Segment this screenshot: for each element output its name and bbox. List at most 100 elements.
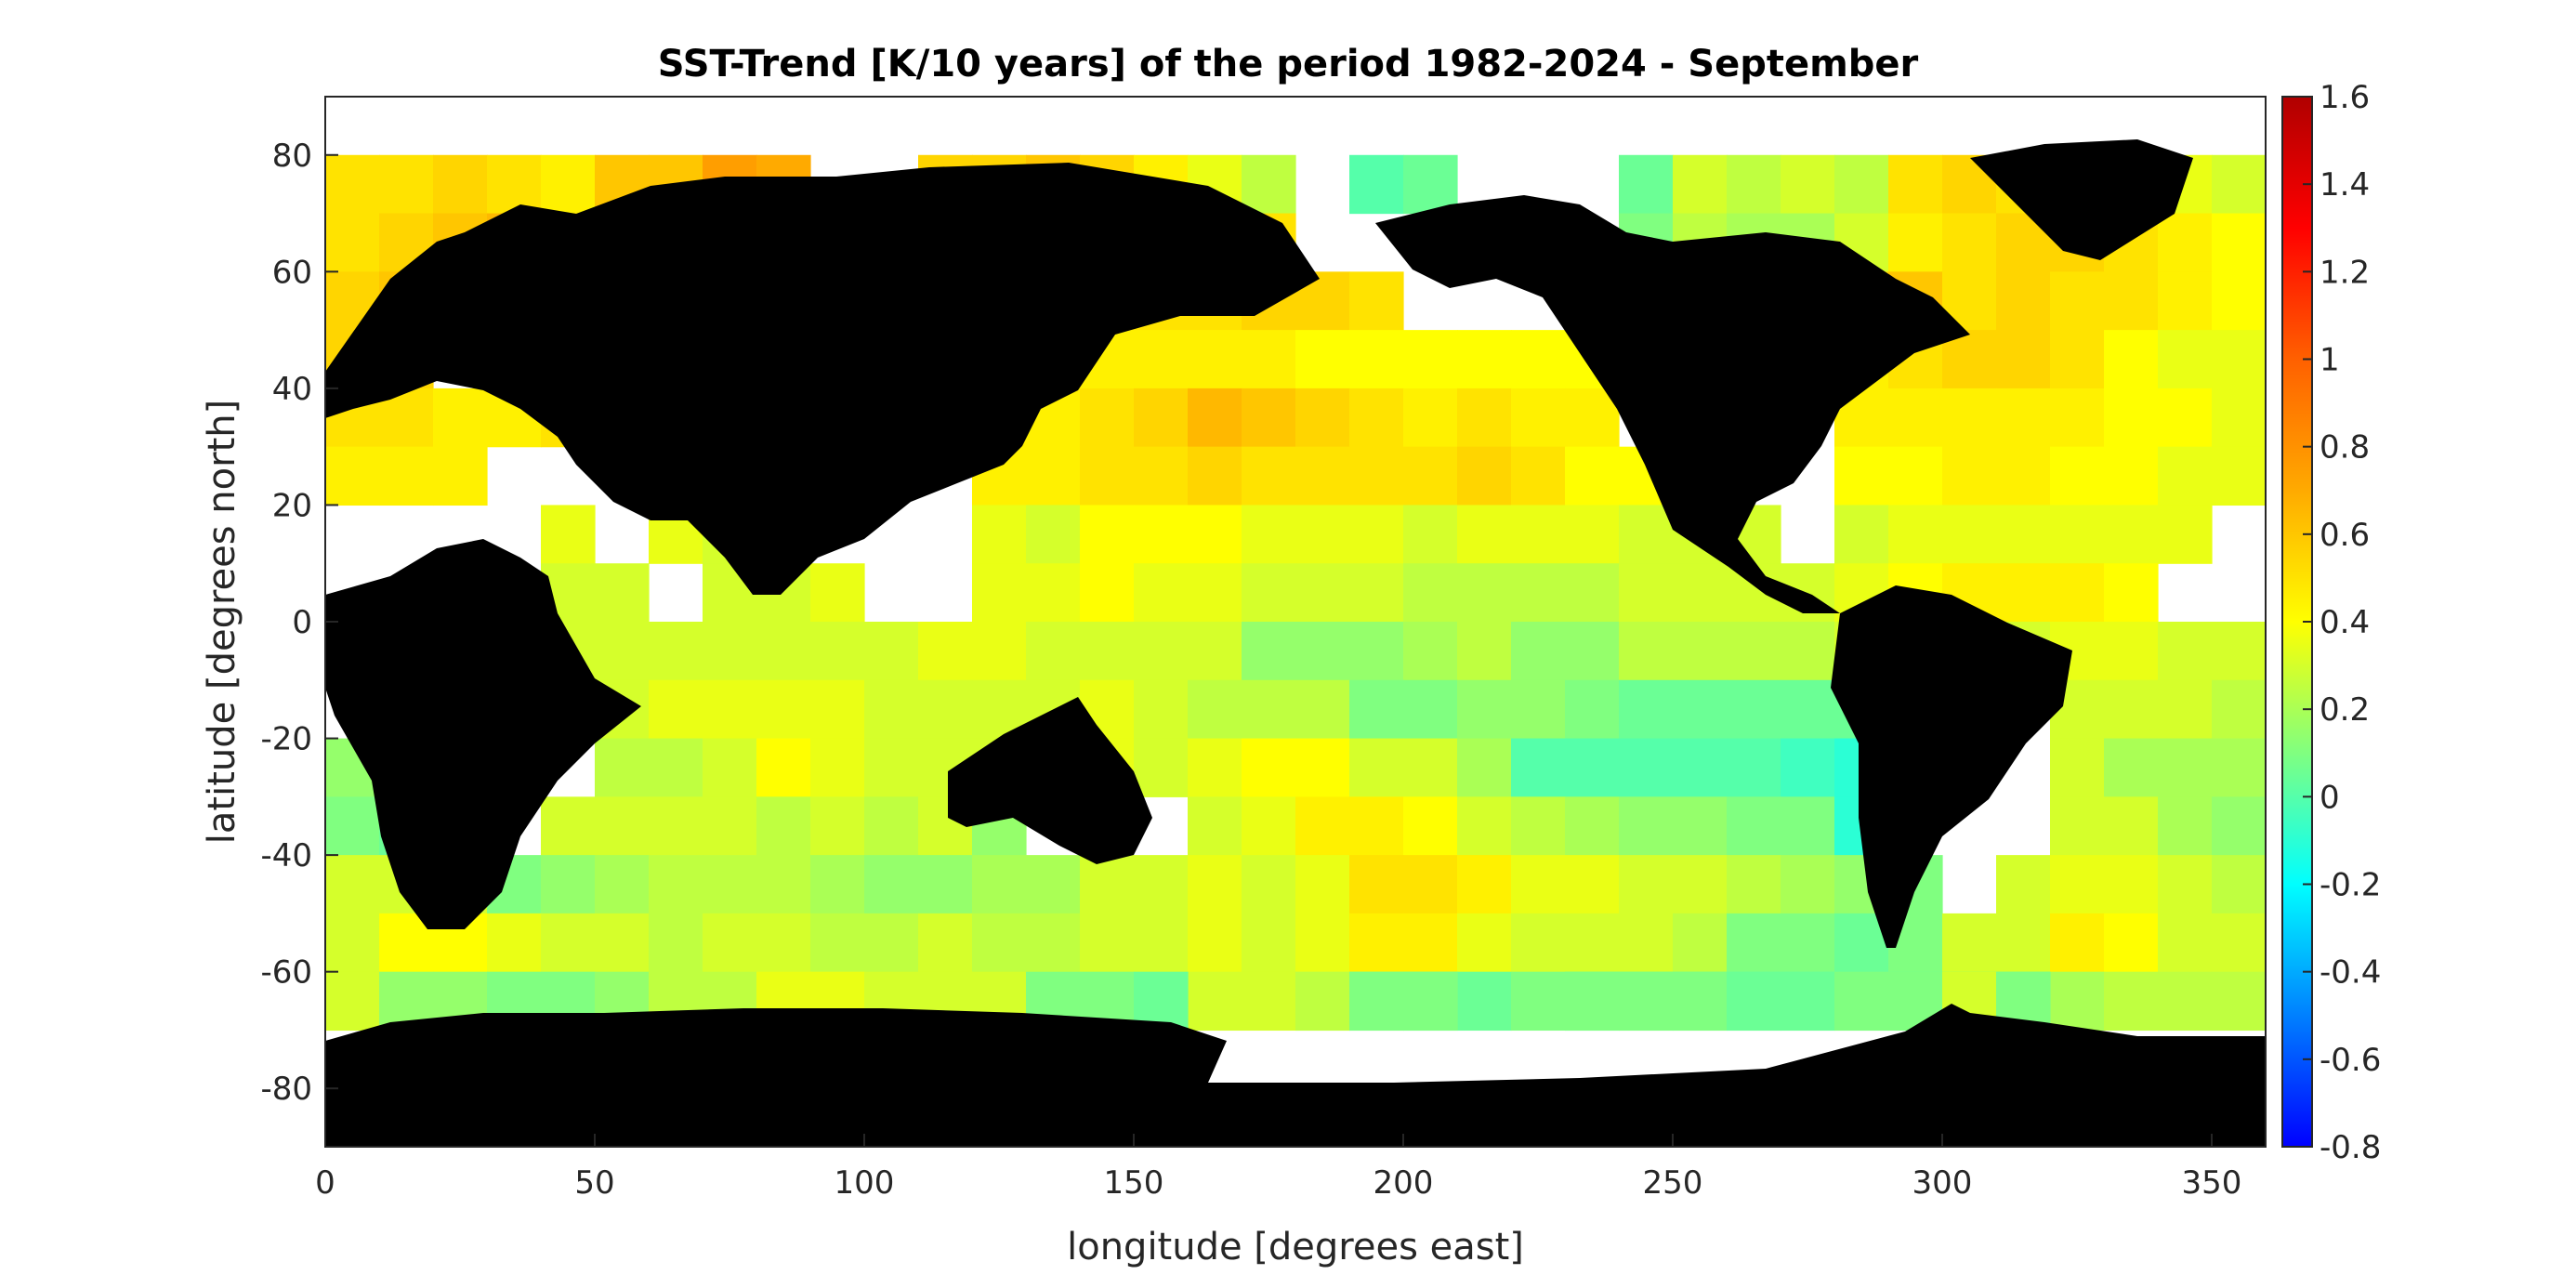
heatmap-cell <box>1242 388 1296 448</box>
heatmap-cell <box>1295 330 1350 389</box>
heatmap-cell <box>1565 446 1620 506</box>
heatmap-cell <box>1026 622 1081 681</box>
heatmap-cell <box>1457 738 1512 797</box>
y-axis-label: latitude [degrees north] <box>201 400 243 844</box>
heatmap-cell <box>1188 679 1242 740</box>
heatmap-cell <box>2212 154 2266 215</box>
heatmap-cell <box>1242 855 1296 914</box>
colorbar: 1.6 1.4 1.2 1 0.8 0.6 0.4 0.2 0 -0.2 -0.4 -0.6 -0.8 <box>2281 79 2381 1166</box>
heatmap-cell <box>1565 563 1620 623</box>
heatmap-cell <box>1188 563 1242 623</box>
x-axis: 0 50 100 150 200 250 300 350 <box>315 1134 2241 1202</box>
heatmap-cell <box>2050 738 2105 797</box>
heatmap-cell <box>325 154 380 215</box>
heatmap-cell <box>1673 971 1728 1032</box>
heatmap-cell <box>918 622 973 681</box>
x-tick-label: 300 <box>1912 1164 1973 1202</box>
heatmap-cell <box>1295 446 1350 506</box>
heatmap-cell <box>379 446 434 506</box>
heatmap-cell <box>703 913 757 973</box>
heatmap-cell <box>1781 855 1835 914</box>
heatmap-cell <box>1349 154 1404 215</box>
heatmap-cell <box>325 796 380 856</box>
heatmap-cell <box>1942 388 1997 448</box>
heatmap-cell <box>1511 855 1566 914</box>
heatmap-cell <box>1080 913 1135 973</box>
heatmap-cell <box>1996 563 2051 623</box>
heatmap-cell <box>1565 855 1620 914</box>
heatmap-cell <box>487 913 542 973</box>
heatmap-cell <box>1242 679 1296 740</box>
x-tick-label: 0 <box>315 1164 335 1202</box>
heatmap-cell <box>1457 913 1512 973</box>
heatmap-cell <box>756 622 811 681</box>
heatmap-cell <box>1727 971 1781 1032</box>
heatmap-cell <box>1403 679 1458 740</box>
heatmap-cell <box>1403 971 1458 1032</box>
colorbar-tick-label: 1.4 <box>2320 166 2370 204</box>
heatmap-cell <box>1619 855 1674 914</box>
heatmap-cell <box>756 796 811 856</box>
heatmap-cell <box>2212 913 2266 973</box>
heatmap-cell <box>2212 622 2266 681</box>
heatmap-cell <box>1188 971 1242 1032</box>
heatmap-cell <box>2158 330 2213 389</box>
heatmap-cell <box>1295 738 1350 797</box>
heatmap-cell <box>864 913 919 973</box>
colorbar-tick-label: 0 <box>2320 779 2340 816</box>
heatmap-cell <box>1349 271 1404 331</box>
heatmap-cell <box>2050 855 2105 914</box>
x-tick-label: 350 <box>2182 1164 2242 1202</box>
heatmap-cell <box>2212 388 2266 448</box>
heatmap-cell <box>1188 855 1242 914</box>
heatmap-cell <box>2212 971 2266 1032</box>
y-tick-label: -20 <box>260 721 312 758</box>
heatmap-cell <box>810 738 865 797</box>
heatmap-cell <box>325 213 380 272</box>
y-tick-label: -80 <box>260 1071 312 1108</box>
heatmap-cell <box>2050 971 2105 1032</box>
heatmap-cell <box>2212 330 2266 389</box>
heatmap-cell <box>1134 855 1189 914</box>
heatmap-cell <box>2212 271 2266 331</box>
heatmap-cell <box>1673 796 1728 856</box>
land-mask <box>325 139 2266 1147</box>
heatmap-cell <box>1134 738 1189 797</box>
heatmap-cell <box>1134 622 1189 681</box>
heatmap-cell <box>1996 913 2051 973</box>
heatmap-cell <box>541 154 596 215</box>
heatmap-cell <box>1403 855 1458 914</box>
heatmap-cell <box>2158 388 2213 448</box>
heatmap-cell <box>2212 446 2266 506</box>
heatmap-cell <box>1565 796 1620 856</box>
heatmap-cell <box>325 855 380 914</box>
heatmap-cell <box>1242 971 1296 1032</box>
heatmap-cell <box>1942 505 1997 564</box>
heatmap-cell <box>756 738 811 797</box>
y-tick-label: 60 <box>272 254 312 291</box>
heatmap-cell <box>2104 505 2159 564</box>
heatmap-cell <box>1188 796 1242 856</box>
heatmap-cell <box>1295 679 1350 740</box>
heatmap-cell <box>1511 679 1566 740</box>
greenland-landmass <box>1970 139 2193 260</box>
heatmap-cell <box>2104 679 2159 740</box>
heatmap-cell <box>1457 505 1512 564</box>
heatmap-cell <box>1188 913 1242 973</box>
south-america-landmass <box>1831 585 2072 948</box>
heatmap-cell <box>2104 388 2159 448</box>
colorbar-tick-label: 1.6 <box>2320 79 2370 116</box>
heatmap-cell <box>810 796 865 856</box>
heatmap-cell <box>1673 855 1728 914</box>
heatmap-cell <box>433 446 488 506</box>
heatmap-cell <box>1727 913 1781 973</box>
heatmap-cell <box>703 796 757 856</box>
heatmap-cell <box>1134 563 1189 623</box>
heatmap-cell <box>1727 738 1781 797</box>
heatmap-cell <box>1403 563 1458 623</box>
heatmap-cell <box>1619 563 1674 623</box>
heatmap-cell <box>2050 446 2105 506</box>
heatmap-cell <box>1511 505 1566 564</box>
heatmap-cell <box>1188 738 1242 797</box>
